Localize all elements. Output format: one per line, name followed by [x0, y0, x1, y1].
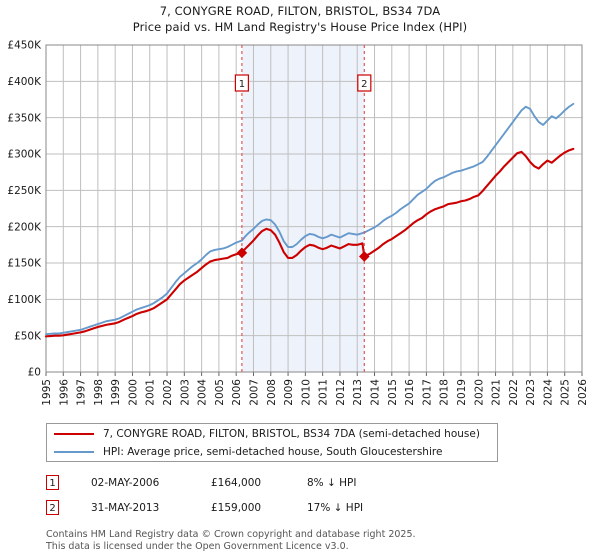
x-axis-tick-label: 2013 [352, 379, 364, 406]
x-axis-tick-label: 1996 [58, 379, 70, 406]
x-axis-tick-label: 2021 [491, 379, 503, 406]
title-line-1: 7, CONYGRE ROAD, FILTON, BRISTOL, BS34 7… [159, 4, 441, 18]
attribution-footer: Contains HM Land Registry data © Crown c… [46, 529, 566, 552]
sale-marker-2: 2 [46, 500, 59, 515]
y-axis-tick-label: £0 [28, 367, 41, 379]
sale-date-1: 02-MAY-2006 [91, 476, 160, 489]
sale-marker-box [357, 74, 372, 92]
sale-marker-box [234, 74, 249, 92]
x-axis-tick-label: 2024 [542, 379, 554, 406]
footer-line-1: Contains HM Land Registry data © Crown c… [46, 529, 416, 540]
chart-legend: 7, CONYGRE ROAD, FILTON, BRISTOL, BS34 7… [46, 423, 498, 462]
price-paid-series-line [44, 147, 575, 338]
legend-swatch-price-paid [54, 433, 94, 435]
legend-item-hpi: HPI: Average price, semi-detached house,… [54, 443, 497, 461]
sale-price-1: £164,000 [211, 476, 262, 489]
x-axis-tick-label: 2006 [231, 379, 243, 406]
legend-label-price-paid: 7, CONYGRE ROAD, FILTON, BRISTOL, BS34 7… [103, 428, 480, 440]
x-axis-tick-label: 1997 [76, 379, 88, 406]
sale-marker-number: 1 [239, 79, 245, 90]
y-axis-tick-label: £450K [7, 40, 42, 52]
y-axis-tick-label: £50K [14, 330, 42, 342]
sale-marker-1: 1 [46, 475, 59, 490]
y-axis-tick-label: £400K [7, 76, 42, 88]
x-axis-tick-label: 1995 [41, 379, 53, 406]
x-axis-tick-label: 2004 [197, 379, 209, 406]
sale-point-marker [236, 247, 248, 259]
sale-date-2: 31-MAY-2013 [91, 501, 160, 514]
table-row[interactable]: 1 02-MAY-2006 £164,000 8% ↓ HPI [46, 470, 476, 495]
x-axis-tick-label: 2025 [560, 379, 572, 406]
sale-point-marker [359, 251, 370, 262]
x-axis-tick-label: 2019 [456, 379, 468, 406]
y-axis-tick-label: £150K [7, 258, 42, 270]
x-axis-tick-label: 2015 [387, 379, 399, 406]
x-axis-tick-label: 2000 [127, 379, 139, 406]
x-axis-tick-label: 2005 [214, 379, 226, 406]
y-axis-tick-label: £250K [7, 185, 42, 197]
x-axis-tick-label: 2016 [404, 379, 416, 406]
x-axis-tick-label: 2014 [370, 379, 382, 406]
x-axis-tick-label: 2002 [162, 379, 174, 406]
x-axis-tick-label: 2026 [577, 379, 589, 406]
legend-label-hpi: HPI: Average price, semi-detached house,… [103, 446, 443, 458]
hpi-series-line [45, 102, 575, 336]
x-axis-tick-label: 2018 [439, 379, 451, 406]
footer-line-2: This data is licensed under the Open Gov… [46, 540, 349, 552]
x-axis-tick-label: 2017 [421, 379, 433, 406]
x-axis-tick-label: 2010 [300, 379, 312, 406]
sale-hpi-delta-1: 8% ↓ HPI [307, 476, 357, 489]
y-axis-tick-label: £350K [7, 112, 42, 124]
legend-item-price-paid: 7, CONYGRE ROAD, FILTON, BRISTOL, BS34 7… [54, 425, 497, 443]
x-axis-tick-label: 2022 [508, 379, 520, 406]
sale-marker-number: 2 [361, 79, 367, 90]
ownership-shaded-band [241, 45, 365, 372]
x-axis-tick-label: 1998 [93, 379, 105, 406]
x-axis-tick-label: 1999 [110, 379, 122, 406]
x-axis-tick-label: 2007 [248, 379, 260, 406]
y-axis-tick-label: £100K [7, 294, 42, 306]
sale-price-2: £159,000 [211, 501, 262, 514]
x-axis-tick-label: 2003 [179, 379, 191, 406]
x-axis-tick-label: 2009 [283, 379, 295, 406]
y-axis-tick-label: £200K [7, 221, 42, 233]
table-row[interactable]: 2 31-MAY-2013 £159,000 17% ↓ HPI [46, 495, 476, 520]
page-title: 7, CONYGRE ROAD, FILTON, BRISTOL, BS34 7… [0, 3, 600, 35]
x-axis-tick-label: 2020 [473, 379, 485, 406]
x-axis-tick-label: 2023 [525, 379, 537, 406]
title-line-2: Price paid vs. HM Land Registry's House … [132, 20, 468, 34]
legend-swatch-hpi [54, 451, 94, 453]
x-axis-tick-label: 2008 [266, 379, 278, 406]
x-axis-tick-label: 2001 [145, 379, 157, 406]
price-history-chart: £0 £50K £100K £150K £200K £250K £300K £350K £400… [7, 40, 589, 406]
sale-hpi-delta-2: 17% ↓ HPI [307, 501, 364, 514]
y-axis-tick-label: £300K [7, 149, 42, 161]
sales-table: 1 02-MAY-2006 £164,000 8% ↓ HPI 2 31-MAY… [46, 470, 476, 520]
x-axis-tick-label: 2011 [318, 379, 330, 406]
x-axis-tick-label: 2012 [335, 379, 347, 406]
